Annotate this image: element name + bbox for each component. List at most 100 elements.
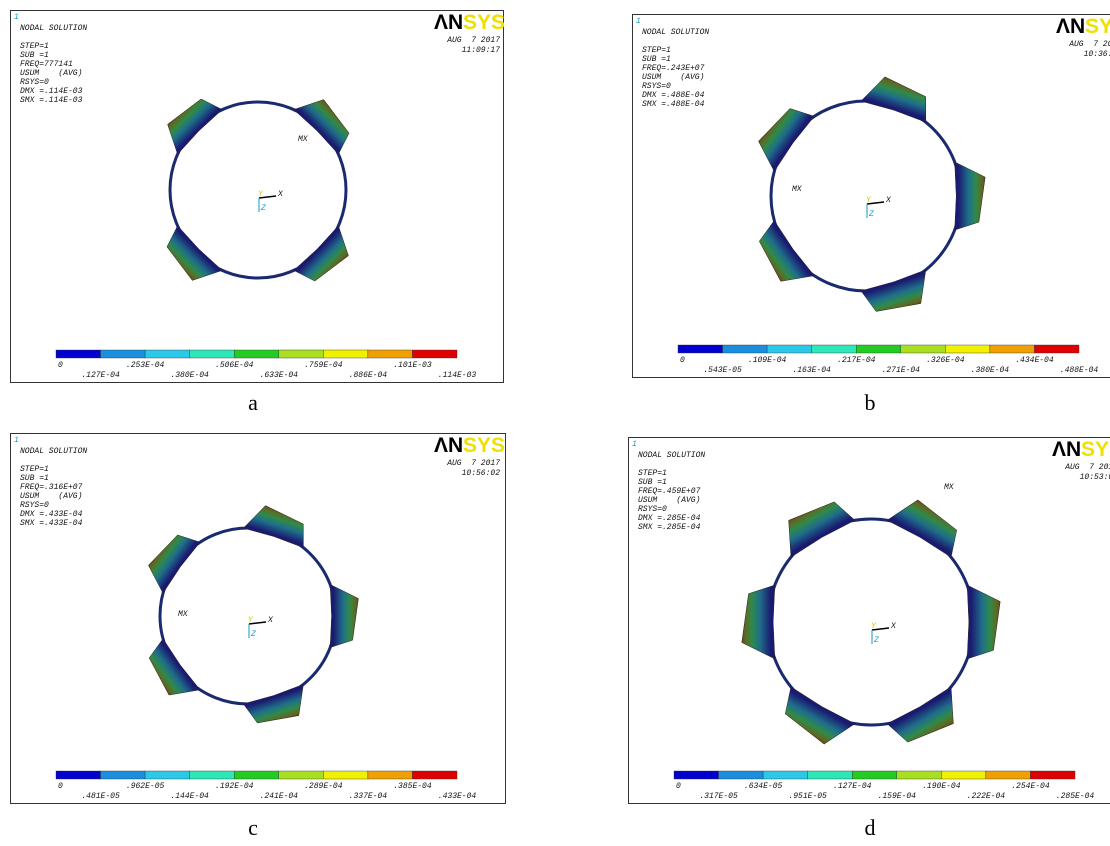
info-line: SUB =1	[20, 51, 49, 60]
legend-swatch	[56, 771, 101, 779]
info-line: RSYS=0	[20, 78, 49, 87]
legend-swatch	[368, 350, 413, 358]
panel-caption: b	[865, 390, 876, 415]
logo-an: ΛN	[434, 11, 463, 34]
info-line: FREQ=.459E+07	[638, 487, 701, 496]
panel: 1NODAL SOLUTIONSTEP=1SUB =1FREQ=.316E+07…	[11, 434, 506, 804]
info-line: SMX =.114E-03	[20, 96, 83, 105]
info-line: USUM (AVG)	[20, 492, 82, 501]
legend-label: .506E-04	[215, 361, 254, 370]
legend-swatch	[941, 771, 986, 779]
info-line: FREQ=777141	[20, 60, 73, 69]
legend-label: .163E-04	[792, 366, 831, 375]
info-line: STEP=1	[638, 469, 667, 478]
info-line: SMX =.285E-04	[638, 523, 701, 532]
legend-swatch	[323, 350, 368, 358]
date: AUG 7 2017	[446, 459, 500, 468]
legend-swatch	[323, 771, 368, 779]
legend-label: .488E-04	[1060, 366, 1099, 375]
legend-swatch	[986, 771, 1031, 779]
panel-frame	[629, 438, 1110, 804]
panel-caption: c	[248, 815, 258, 840]
logo-an: ΛN	[434, 434, 463, 457]
max-label: MX	[944, 483, 955, 492]
time: 10:53:03	[1080, 473, 1110, 482]
info-line: RSYS=0	[20, 501, 49, 510]
legend-label: .289E-04	[304, 782, 343, 791]
max-label: MX	[178, 610, 189, 619]
window-number: 1	[632, 440, 637, 449]
legend-swatch	[368, 771, 413, 779]
legend-label: .380E-04	[971, 366, 1010, 375]
max-label: MX	[792, 185, 803, 194]
legend-swatch	[234, 350, 279, 358]
logo-sys: SYS	[463, 11, 505, 34]
legend-swatch	[856, 345, 901, 353]
legend-label: 0	[680, 356, 685, 365]
date: AUG 7 2017	[1068, 40, 1110, 49]
date: AUG 7 2017	[446, 36, 500, 45]
info-line: USUM (AVG)	[638, 496, 700, 505]
legend-swatch	[101, 771, 146, 779]
legend-label: .222E-04	[967, 792, 1006, 801]
legend-swatch	[719, 771, 764, 779]
legend-swatch	[279, 771, 324, 779]
max-label: MX	[298, 135, 309, 144]
time: 10:56:02	[462, 469, 501, 478]
axis-z: Z	[868, 210, 874, 219]
legend-swatch	[279, 350, 324, 358]
result-title: NODAL SOLUTION	[638, 451, 705, 460]
logo-sys: SYS	[1085, 15, 1110, 38]
info-line: RSYS=0	[638, 505, 667, 514]
info-line: SUB =1	[20, 474, 49, 483]
legend-swatch	[412, 350, 457, 358]
info-line: DMX =.114E-03	[20, 87, 83, 96]
legend-label: .127E-04	[833, 782, 872, 791]
info-line: STEP=1	[20, 465, 49, 474]
legend-label: .271E-04	[882, 366, 921, 375]
legend-label: .633E-04	[260, 371, 299, 380]
panel-frame	[11, 434, 506, 804]
legend-label: .127E-04	[81, 371, 120, 380]
legend-label: .634E-05	[744, 782, 783, 791]
legend-swatch	[945, 345, 990, 353]
figure: 1NODAL SOLUTIONSTEP=1SUB =1FREQ=777141US…	[0, 0, 1110, 846]
legend-swatch	[852, 771, 897, 779]
legend-label: 0	[58, 782, 63, 791]
legend-swatch	[101, 350, 146, 358]
legend-label: .217E-04	[837, 356, 876, 365]
axis-z: Z	[873, 636, 879, 645]
info-line: DMX =.285E-04	[638, 514, 701, 523]
info-line: DMX =.433E-04	[20, 510, 83, 519]
legend-swatch	[723, 345, 768, 353]
date: AUG 7 2017	[1064, 463, 1110, 472]
legend-swatch	[767, 345, 812, 353]
legend-swatch	[190, 350, 235, 358]
legend-swatch	[763, 771, 808, 779]
legend-label: .317E-05	[699, 792, 738, 801]
panel-frame	[11, 11, 504, 383]
legend-label: .543E-05	[703, 366, 742, 375]
panel-caption: a	[248, 390, 258, 415]
info-line: RSYS=0	[642, 82, 671, 91]
legend-label: .385E-04	[393, 782, 432, 791]
legend-label: .433E-04	[438, 792, 477, 801]
info-line: SUB =1	[642, 55, 671, 64]
legend-label: .285E-04	[1056, 792, 1095, 801]
legend-label: .380E-04	[170, 371, 209, 380]
logo-an: ΛN	[1056, 15, 1085, 38]
legend-swatch	[808, 771, 853, 779]
legend-label: .114E-03	[438, 371, 477, 380]
legend-label: .101E-03	[393, 361, 432, 370]
legend-label: .962E-05	[126, 782, 165, 791]
legend-swatch	[674, 771, 719, 779]
legend-label: 0	[58, 361, 63, 370]
legend-label: .192E-04	[215, 782, 254, 791]
legend-label: .144E-04	[170, 792, 209, 801]
axis-z: Z	[250, 630, 256, 639]
info-line: FREQ=.316E+07	[20, 483, 83, 492]
window-number: 1	[14, 13, 19, 22]
info-line: SMX =.488E-04	[642, 100, 705, 109]
info-line: DMX =.488E-04	[642, 91, 705, 100]
